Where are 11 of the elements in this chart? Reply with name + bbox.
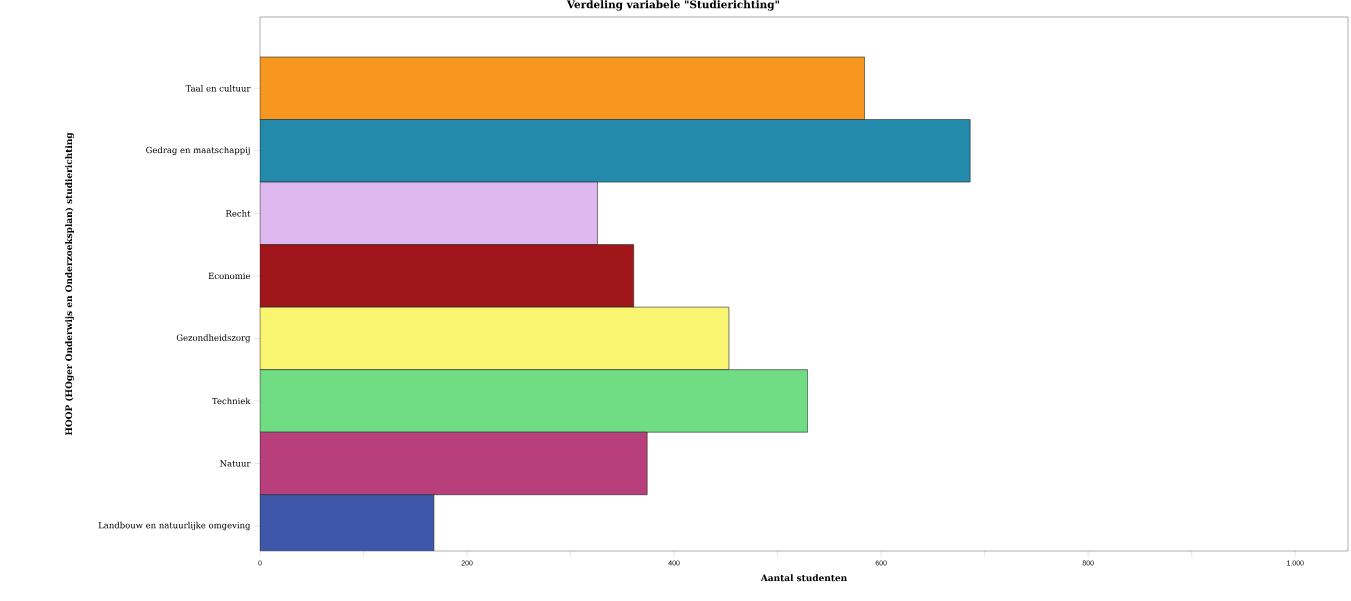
y-tick-label: Landbouw en natuurlijke omgeving (98, 521, 251, 531)
chart-title: Verdeling variabele "Studierichting" (566, 0, 780, 11)
y-tick-label: Economie (208, 272, 251, 280)
y-tick-label: Taal en cultuur (185, 85, 251, 92)
x-axis-title: Aantal studenten (760, 574, 847, 582)
y-tick-label: Gezondheidszorg (176, 334, 251, 343)
y-tick-label: Natuur (220, 460, 251, 467)
y-tick-label: Techniek (212, 397, 251, 405)
y-tick-label: Recht (225, 210, 251, 217)
y-axis-title: HOOP (HOger Onderwijs en Onderzoeksplan) studierichting (65, 132, 75, 436)
y-tick-label: Gedrag en maatschappij (146, 146, 250, 155)
